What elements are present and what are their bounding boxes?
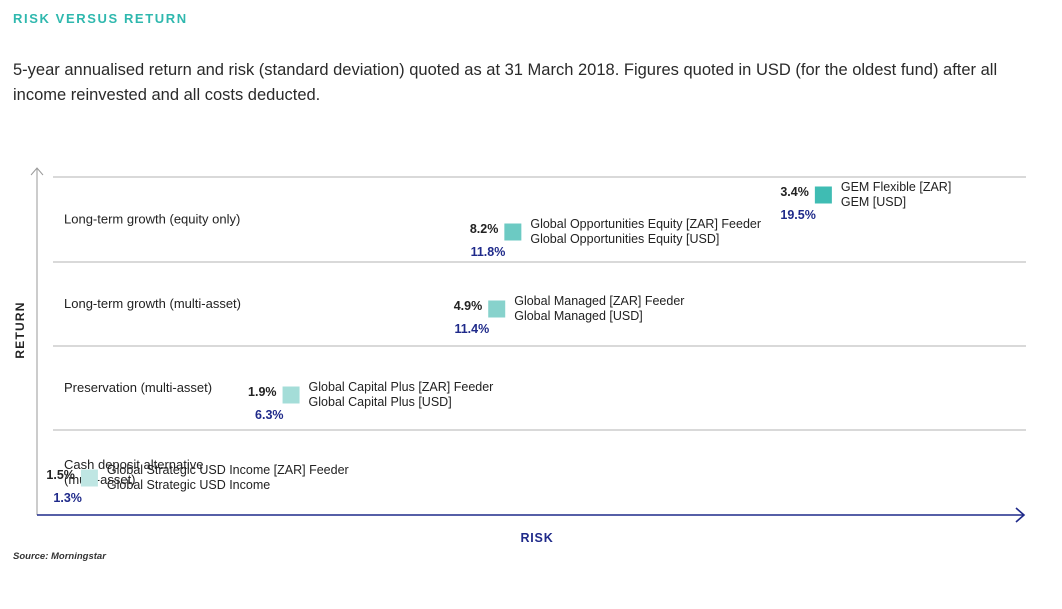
risk-value-label: 19.5% <box>780 208 815 222</box>
return-value-label: 1.5% <box>46 468 75 482</box>
source-note: Source: Morningstar <box>13 551 106 562</box>
data-point-marker <box>504 223 522 241</box>
return-value-label: 8.2% <box>470 222 499 236</box>
data-point-marker <box>814 186 832 204</box>
x-axis-label: RISK <box>520 531 553 545</box>
fund-name-label: Global Capital Plus [USD] <box>309 395 452 409</box>
risk-value-label: 11.8% <box>471 245 506 259</box>
return-value-label: 1.9% <box>248 385 277 399</box>
chart-description: 5-year annualised return and risk (stand… <box>13 61 998 104</box>
risk-axis-arrowhead <box>1015 507 1026 523</box>
fund-name-label: GEM [USD] <box>841 195 906 209</box>
return-value-label: 3.4% <box>780 185 809 199</box>
risk-value-label: 1.3% <box>53 491 82 505</box>
fund-name-label: Global Opportunities Equity [USD] <box>530 232 719 246</box>
risk-value-label: 6.3% <box>255 408 284 422</box>
chart-heading: RISK VERSUS RETURN <box>13 11 188 26</box>
category-label: Preservation (multi-asset) <box>64 380 212 395</box>
category-label: Long-term growth (multi-asset) <box>64 296 241 311</box>
fund-name-label: Global Strategic USD Income [ZAR] Feeder <box>107 463 349 477</box>
fund-name-label: GEM Flexible [ZAR] <box>841 180 951 194</box>
fund-name-label: Global Managed [ZAR] Feeder <box>514 294 684 308</box>
fund-name-label: Global Capital Plus [ZAR] Feeder <box>309 380 494 394</box>
fund-name-label: Global Strategic USD Income <box>107 478 270 492</box>
data-point-marker <box>80 469 98 487</box>
data-point-marker <box>488 300 506 318</box>
fund-name-label: Global Managed [USD] <box>514 309 643 323</box>
category-label: Cash deposit alternative <box>64 457 203 472</box>
risk-value-label: 11.4% <box>454 322 489 336</box>
return-value-label: 4.9% <box>454 299 483 313</box>
y-axis-label: RETURN <box>13 301 27 358</box>
fund-name-label: Global Opportunities Equity [ZAR] Feeder <box>530 217 761 231</box>
return-axis-arrowhead <box>30 167 44 176</box>
data-point-marker <box>282 386 300 404</box>
category-label: Long-term growth (equity only) <box>64 212 240 227</box>
